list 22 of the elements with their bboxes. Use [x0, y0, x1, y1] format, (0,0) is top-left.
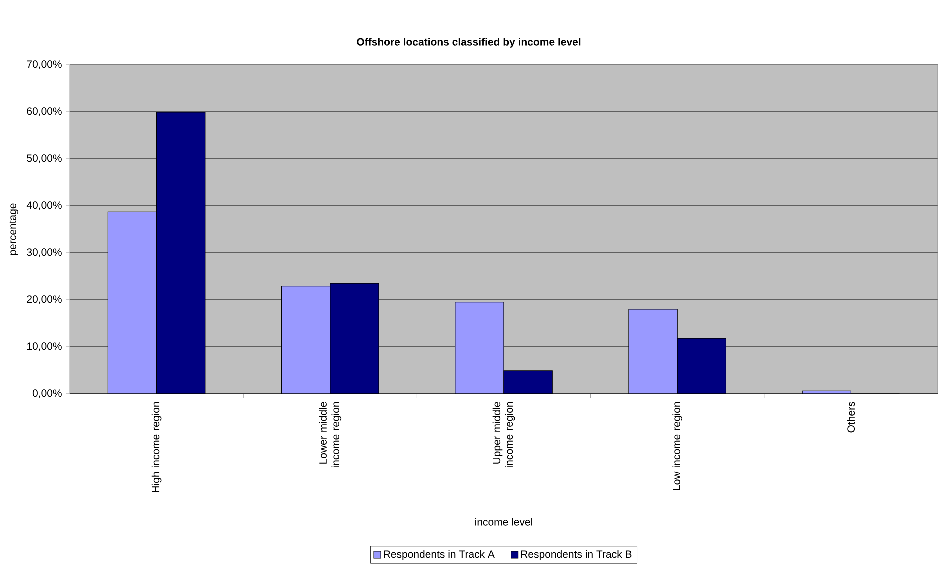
legend-label: Respondents in Track B	[521, 550, 632, 560]
y-tick-label: 60,00%	[27, 108, 62, 116]
y-tick-label: 10,00%	[28, 342, 62, 352]
x-axis-title: income level	[476, 518, 532, 526]
x-tick-label: Upper middle income region	[492, 402, 516, 468]
bar	[330, 283, 380, 394]
y-tick-label: 40,00%	[26, 202, 62, 210]
legend-label: Respondents in Track A	[384, 550, 495, 560]
y-axis-title: percentage	[10, 204, 18, 256]
chart-title: Offshore locations classified by income level	[357, 38, 581, 48]
bar	[504, 370, 553, 394]
bar	[677, 338, 727, 394]
x-tick-label: Low income region	[672, 402, 682, 490]
y-tick-label: 20,00%	[27, 296, 62, 304]
y-tick-label: 30,00%	[27, 248, 62, 258]
x-tick-label: High income region	[152, 402, 162, 492]
y-tick-label: 70,00%	[27, 60, 62, 70]
x-tick-label: Lower middle income region	[319, 402, 342, 468]
y-tick-label: 0,00%	[32, 390, 62, 398]
y-tick-label: 50,00%	[27, 154, 62, 164]
bar	[156, 112, 206, 394]
x-tick-label: Others	[847, 402, 856, 433]
